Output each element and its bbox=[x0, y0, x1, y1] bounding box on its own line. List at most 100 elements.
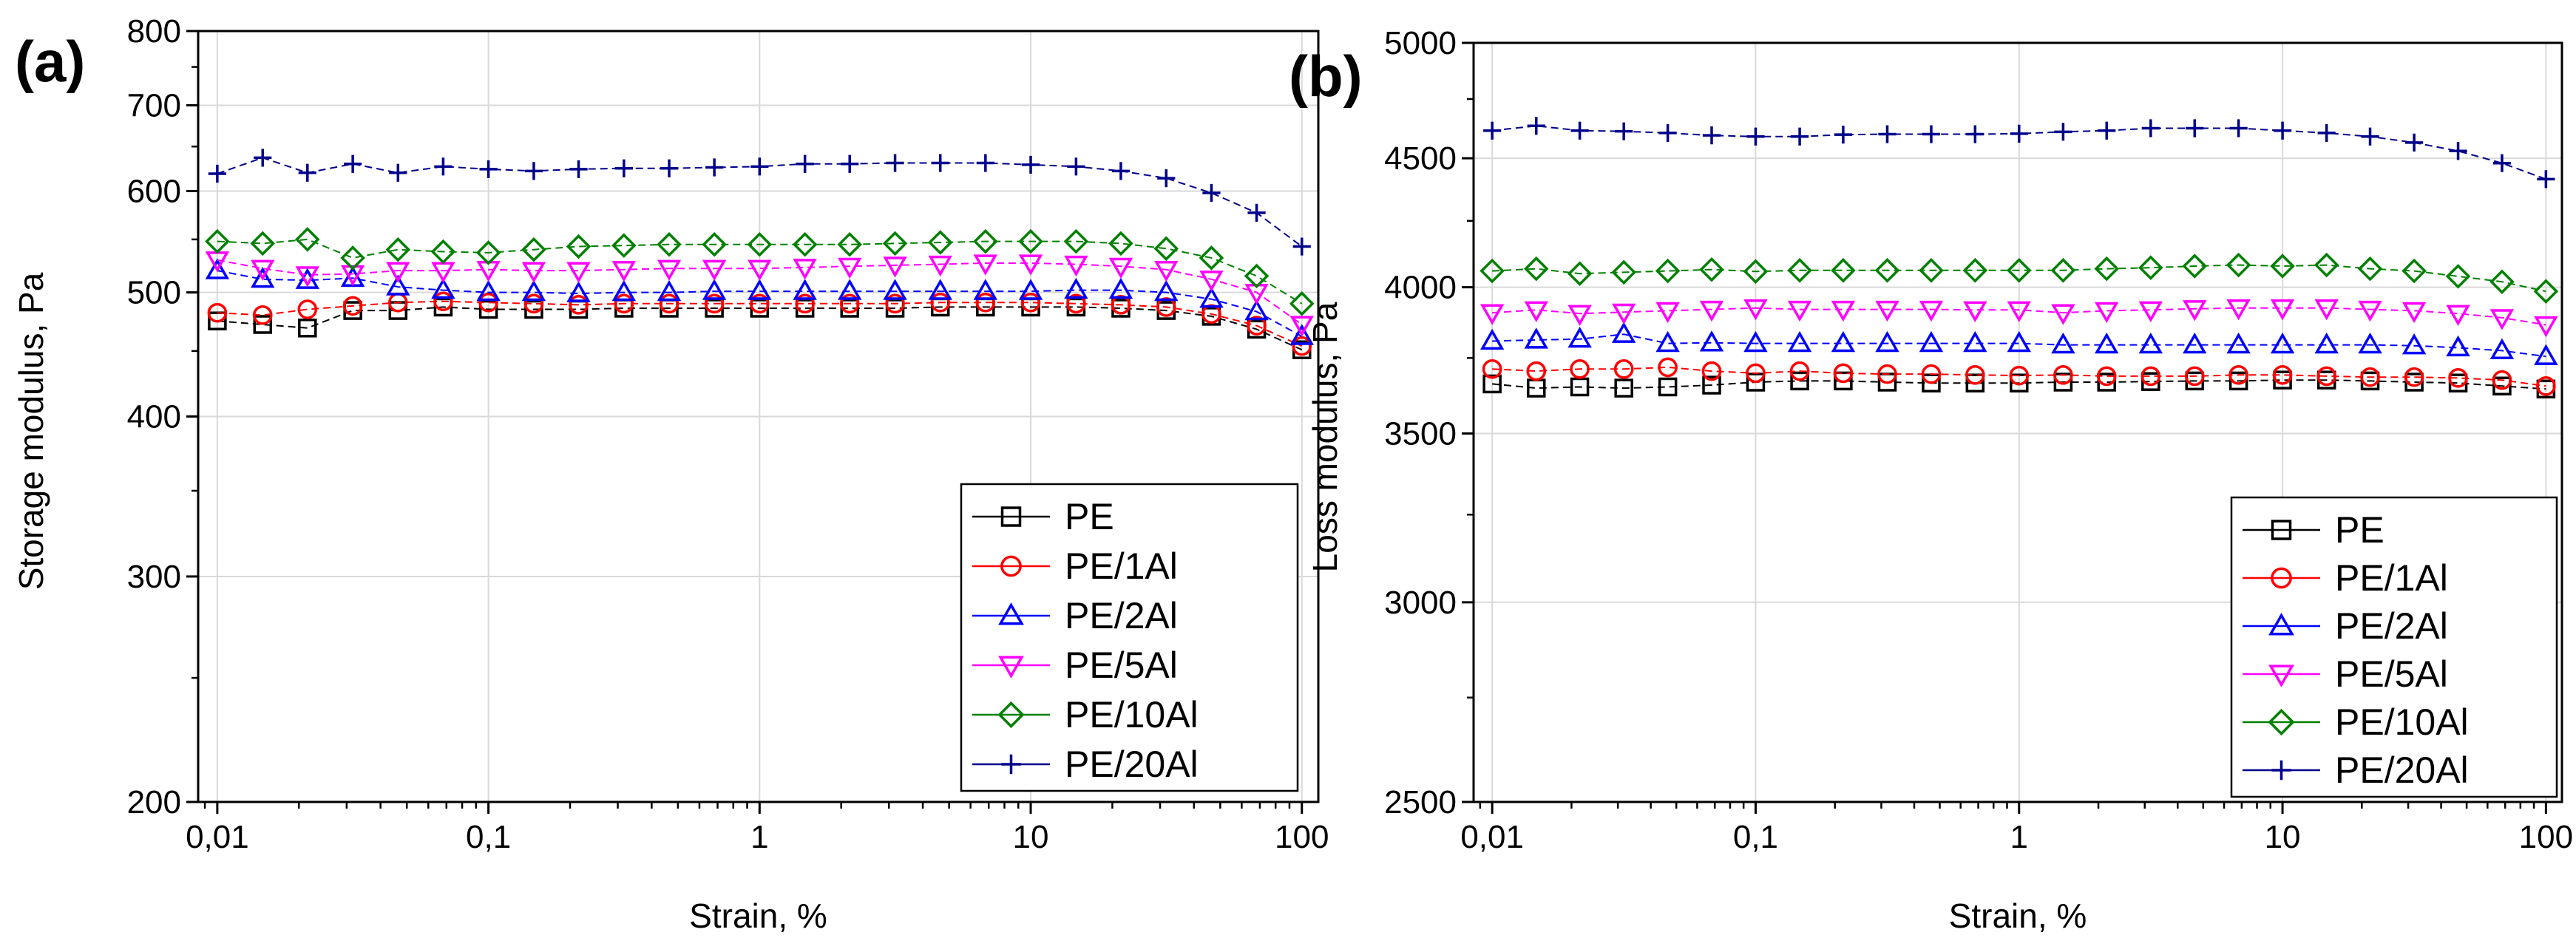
series-pe-2al bbox=[1479, 322, 2558, 365]
data-point bbox=[1833, 363, 1854, 384]
data-point bbox=[521, 279, 546, 302]
x-axis-title: Strain, % bbox=[1949, 897, 2087, 935]
data-point bbox=[1063, 228, 1089, 254]
data-point bbox=[1570, 121, 1589, 140]
data-point bbox=[569, 295, 589, 315]
data-point bbox=[1527, 117, 1545, 135]
y-tick-label: 5000 bbox=[1384, 25, 1457, 61]
data-point bbox=[795, 293, 815, 314]
data-point bbox=[660, 159, 679, 177]
data-point bbox=[1919, 258, 1944, 283]
series-line bbox=[217, 259, 1303, 325]
data-point bbox=[886, 154, 904, 172]
data-point bbox=[1108, 257, 1133, 279]
data-point bbox=[2226, 332, 2251, 354]
series-pe-20al bbox=[208, 149, 1311, 256]
data-point bbox=[2316, 366, 2336, 387]
y-tick-label: 700 bbox=[127, 87, 181, 123]
y-axis-title: Storage modulus, Pa bbox=[12, 272, 50, 590]
data-point bbox=[2357, 256, 2383, 282]
data-point bbox=[928, 279, 952, 300]
data-point bbox=[1658, 377, 1678, 397]
data-point bbox=[1699, 256, 1724, 282]
data-point bbox=[1699, 330, 1724, 352]
data-point bbox=[2096, 366, 2117, 387]
legend-marker bbox=[2271, 520, 2292, 540]
data-point bbox=[1108, 231, 1133, 256]
data-point bbox=[340, 245, 365, 271]
data-point bbox=[566, 281, 591, 302]
data-point bbox=[1922, 125, 1941, 143]
data-point bbox=[1018, 279, 1043, 300]
data-point bbox=[2358, 332, 2382, 354]
data-point bbox=[1787, 300, 1812, 322]
legend-marker bbox=[2268, 708, 2295, 736]
legend-marker bbox=[998, 602, 1024, 625]
data-point bbox=[1611, 303, 1636, 325]
data-point bbox=[1611, 322, 1636, 343]
data-point bbox=[614, 293, 634, 314]
data-point bbox=[750, 157, 769, 176]
data-point bbox=[837, 232, 862, 257]
data-point bbox=[928, 255, 952, 277]
y-tick-label: 3000 bbox=[1384, 585, 1457, 621]
data-point bbox=[2273, 121, 2292, 140]
y-tick-label: 500 bbox=[127, 275, 181, 311]
data-point bbox=[1199, 286, 1224, 308]
data-point bbox=[657, 279, 682, 302]
y-tick-label: 200 bbox=[127, 784, 181, 820]
data-point bbox=[1567, 305, 1592, 326]
data-point bbox=[1247, 203, 1266, 222]
data-point bbox=[1108, 277, 1133, 299]
data-point bbox=[433, 297, 453, 317]
data-point bbox=[2405, 133, 2424, 152]
data-point bbox=[702, 232, 727, 257]
legend-label: PE bbox=[2335, 509, 2385, 551]
data-point bbox=[2228, 371, 2248, 391]
data-point bbox=[2053, 373, 2073, 392]
data-point bbox=[1289, 291, 1315, 316]
legend-marker bbox=[2271, 760, 2291, 781]
x-tick-label: 100 bbox=[1275, 819, 1329, 855]
data-point bbox=[704, 293, 725, 314]
data-point bbox=[342, 296, 363, 316]
data-point bbox=[1790, 371, 1809, 391]
data-point bbox=[1746, 127, 1765, 146]
data-point bbox=[2007, 301, 2031, 323]
data-point bbox=[1526, 361, 1547, 381]
x-tick-label: 1 bbox=[2010, 819, 2028, 855]
series-line bbox=[1492, 333, 2546, 358]
data-point bbox=[1524, 327, 1548, 349]
data-point bbox=[1615, 122, 1633, 140]
data-point bbox=[1875, 330, 1899, 353]
data-point bbox=[2445, 264, 2471, 289]
data-point bbox=[2229, 119, 2248, 137]
data-point bbox=[1614, 378, 1633, 398]
data-point bbox=[2186, 119, 2204, 137]
y-axis-title: Loss modulus, Pa bbox=[1306, 302, 1344, 572]
data-point bbox=[2228, 365, 2248, 385]
data-point bbox=[2184, 366, 2205, 387]
data-point bbox=[657, 259, 682, 281]
data-point bbox=[2314, 252, 2339, 278]
data-point bbox=[2051, 332, 2075, 354]
data-point bbox=[1834, 371, 1853, 391]
x-tick-label: 0,1 bbox=[1733, 819, 1778, 855]
legend-label: PE/5Al bbox=[1065, 645, 1178, 686]
data-point bbox=[297, 299, 318, 319]
data-point bbox=[253, 315, 272, 334]
data-point bbox=[1965, 365, 1985, 385]
data-point bbox=[521, 237, 546, 262]
data-point bbox=[973, 279, 998, 300]
data-point bbox=[1199, 245, 1224, 271]
data-point bbox=[1831, 258, 1856, 283]
data-point bbox=[386, 274, 410, 296]
series-line bbox=[1492, 264, 2546, 293]
data-point bbox=[748, 259, 772, 281]
data-point bbox=[2489, 309, 2515, 330]
data-point bbox=[1482, 359, 1502, 379]
data-point bbox=[2138, 255, 2163, 280]
panel-label: (b) bbox=[1289, 44, 1363, 109]
y-tick-label: 400 bbox=[127, 399, 181, 435]
